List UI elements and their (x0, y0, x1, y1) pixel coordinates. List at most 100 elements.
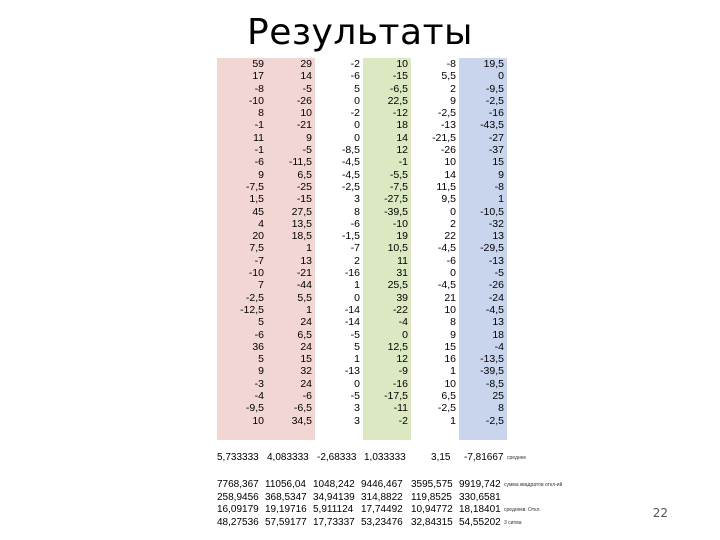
table-cell: 1 (498, 193, 504, 206)
table-cell: 22,5 (387, 94, 408, 107)
table-cell: 10 (300, 107, 312, 120)
table-cell: 17 (252, 70, 264, 83)
table-cell: -16 (344, 267, 360, 280)
table-cell: 1 (306, 303, 312, 316)
stats-row: 16,09179 19,19716 5,911124 17,74492 10,9… (217, 504, 637, 517)
column-1: 59 17 -8 -10 8 -1 11 -1 -6 9 -7,5 1,5 45 4 20 7,5 -7 -10 7… (217, 58, 267, 440)
table-cell: -6 (254, 156, 264, 169)
table-cell: 2 (450, 217, 456, 230)
stat-value: 5,911124 (313, 504, 354, 515)
table-cell: 14 (396, 131, 408, 144)
stat-value: 32,84315 (411, 516, 453, 528)
table-cell: -6 (254, 328, 264, 341)
table-cell: -14 (344, 303, 360, 316)
table-cell: 0 (498, 70, 504, 83)
table-cell: 0 (450, 205, 456, 218)
stat-value: 314,8822 (361, 491, 403, 503)
table-cell: 13 (300, 254, 312, 267)
table-cell: -4,5 (341, 168, 360, 181)
stat-value: 3595,575 (411, 479, 453, 490)
table-cell: 1 (306, 242, 312, 255)
table-cell: -3 (254, 377, 264, 390)
table-cell: 10 (396, 58, 408, 70)
table-cell: 1 (354, 279, 360, 292)
slide-title: Результаты (247, 12, 473, 53)
table-cell: 1 (354, 353, 360, 366)
table-cell: 10 (444, 377, 456, 390)
table-cell: -6,5 (293, 402, 312, 415)
table-cell: 9 (306, 131, 312, 144)
mean-value: 4,083333 (267, 452, 309, 463)
table-cell: -13 (440, 119, 456, 132)
table-cell: -7 (350, 242, 360, 255)
table-cell: -7,5 (389, 180, 408, 193)
table-cell: -27,5 (384, 193, 408, 206)
table-cell: -2,5 (437, 402, 456, 415)
table-cell: -21,5 (432, 131, 456, 144)
table-cell: -24 (488, 291, 504, 304)
table-cell: 2 (450, 82, 456, 95)
table-cell: -6 (302, 390, 312, 403)
table-cell: 5 (354, 82, 360, 95)
table-cell: 13,5 (291, 217, 312, 230)
table-cell: -15 (392, 70, 408, 83)
table-cell: 45 (252, 205, 264, 218)
table-cell: 0 (354, 119, 360, 132)
table-cell: 8 (258, 107, 264, 120)
stat-value: 9919,742 (459, 479, 501, 490)
table-cell: 7 (258, 279, 264, 292)
table-cell: -4,5 (437, 242, 456, 255)
mean-value: 3,15 (431, 452, 451, 463)
table-cell: 18,5 (291, 230, 312, 243)
table-cell: -8 (494, 180, 504, 193)
table-cell: -21 (296, 119, 312, 132)
table-cell: -2 (350, 58, 360, 70)
table-cell: -9 (398, 365, 408, 378)
stat-value: 330,6581 (459, 491, 501, 503)
table-cell: -8 (254, 82, 264, 95)
table-cell: 32 (300, 365, 312, 378)
stats-row: 48,27536 57,59177 17,73337 53,23476 32,8… (217, 517, 637, 530)
table-cell: 2 (354, 254, 360, 267)
table-cell: -17,5 (384, 390, 408, 403)
stat-value: 368,5347 (265, 491, 307, 503)
table-cell: -6,5 (389, 82, 408, 95)
table-cell: -39,5 (480, 365, 504, 378)
table-cell: -27 (488, 131, 504, 144)
table-cell: 9 (258, 168, 264, 181)
table-cell: -5 (350, 328, 360, 341)
table-cell: 29 (300, 58, 312, 70)
table-cell: -4,5 (341, 156, 360, 169)
table-cell: -29,5 (480, 242, 504, 255)
table-cell: 24 (300, 377, 312, 390)
table-cell: -4 (398, 316, 408, 329)
table-cell: -4 (494, 340, 504, 353)
table-cell: -8,5 (341, 144, 360, 157)
stat-value: 34,94139 (313, 491, 355, 503)
column-2: 29 14 -5 -26 10 -21 9 -5 -11,5 6,5 -25 -15 27,5 13,5 1… (267, 58, 315, 440)
table-cell: -1 (398, 156, 408, 169)
table-cell: -13,5 (480, 353, 504, 366)
table-cell: 11 (253, 131, 264, 144)
table-cell: -2 (398, 414, 408, 427)
stat-label: среднекв. Откл. (504, 507, 541, 513)
table-cell: -11 (393, 402, 408, 415)
table-cell: -26 (296, 94, 312, 107)
column-3: -2 -6 5 0 -2 0 0 -8,5 -4,5 -4,5 -2,5 3 8 -6 -1,5 -7 2 -16… (315, 58, 363, 440)
column-4: 10 -15 -6,5 22,5 -12 18 14 12 -1 -5,5 -7,5 -27,5 -39… (363, 58, 411, 440)
table-cell: -4 (254, 390, 264, 403)
table-cell: 0 (354, 291, 360, 304)
table-cell: 9 (258, 365, 264, 378)
stat-value: 9446,467 (361, 479, 403, 490)
table-cell: 25,5 (387, 279, 408, 292)
table-cell: 22 (444, 230, 456, 243)
stat-value: 7768,367 (217, 479, 259, 490)
table-cell: -5 (302, 82, 312, 95)
table-cell: -6 (446, 254, 456, 267)
stats-row: 258,9456 368,5347 34,94139 314,8822 119,… (217, 492, 637, 505)
table-cell: 1 (450, 365, 456, 378)
table-cell: 1,5 (249, 193, 264, 206)
table-cell: -2,5 (485, 94, 504, 107)
mean-value: 5,733333 (217, 452, 259, 463)
table-cell: -16 (392, 377, 408, 390)
